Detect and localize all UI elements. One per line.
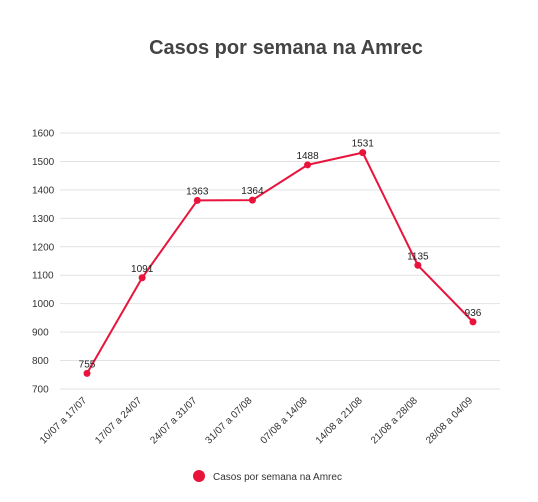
y-tick-label: 700 <box>32 385 49 396</box>
data-label: 1135 <box>407 251 429 262</box>
y-tick-label: 800 <box>32 356 49 367</box>
data-label: 1488 <box>296 151 319 162</box>
y-tick-label: 1200 <box>32 242 55 253</box>
x-tick-label: 21/08 a 28/08 <box>369 395 420 446</box>
data-point[interactable] <box>248 196 256 204</box>
x-tick-label: 07/08 a 14/08 <box>259 395 310 446</box>
data-label: 1364 <box>241 186 264 197</box>
x-tick-label: 28/08 a 04/09 <box>424 395 475 446</box>
y-tick-label: 1400 <box>32 185 55 196</box>
series-layer <box>83 149 477 377</box>
x-tick-label: 17/07 a 24/07 <box>93 395 144 446</box>
data-point[interactable] <box>359 149 367 157</box>
grid <box>60 132 500 390</box>
x-tick-label: 10/07 a 17/07 <box>38 395 89 446</box>
data-label: 755 <box>79 359 96 370</box>
series-line <box>86 151 474 374</box>
y-axis-ticks: 700 800 900 1000 1100 1200 1300 1400 1500 1600 <box>32 129 55 396</box>
x-tick-label: 31/07 a 07/08 <box>204 395 255 446</box>
legend[interactable]: Casos por semana na Amrec <box>193 470 342 483</box>
y-tick-label: 1600 <box>32 129 55 140</box>
x-tick-label: 14/08 a 21/08 <box>314 395 365 446</box>
chart-title: Casos por semana na Amrec <box>149 37 423 59</box>
data-point[interactable] <box>138 274 146 282</box>
y-tick-label: 1000 <box>32 299 55 310</box>
x-axis-ticks: 10/07 a 17/07 17/07 a 24/07 24/07 a 31/07 3… <box>38 395 475 446</box>
data-point[interactable] <box>304 161 312 169</box>
x-tick-label: 24/07 a 31/07 <box>148 395 199 446</box>
data-point[interactable] <box>193 196 201 204</box>
data-label: 1363 <box>186 186 209 197</box>
data-labels: 755 1091 1363 1364 1488 1531 1135 936 <box>79 139 482 371</box>
data-label: 1531 <box>352 139 375 150</box>
legend-label: Casos por semana na Amrec <box>213 472 342 483</box>
legend-marker <box>193 470 205 482</box>
data-point[interactable] <box>414 261 422 269</box>
data-label: 936 <box>465 308 482 319</box>
y-tick-label: 1100 <box>32 271 54 282</box>
y-tick-label: 1500 <box>32 157 55 168</box>
y-tick-label: 1300 <box>32 214 55 225</box>
data-label: 1091 <box>131 264 154 275</box>
data-point[interactable] <box>83 369 91 377</box>
y-tick-label: 900 <box>32 328 49 339</box>
data-point[interactable] <box>469 318 477 326</box>
